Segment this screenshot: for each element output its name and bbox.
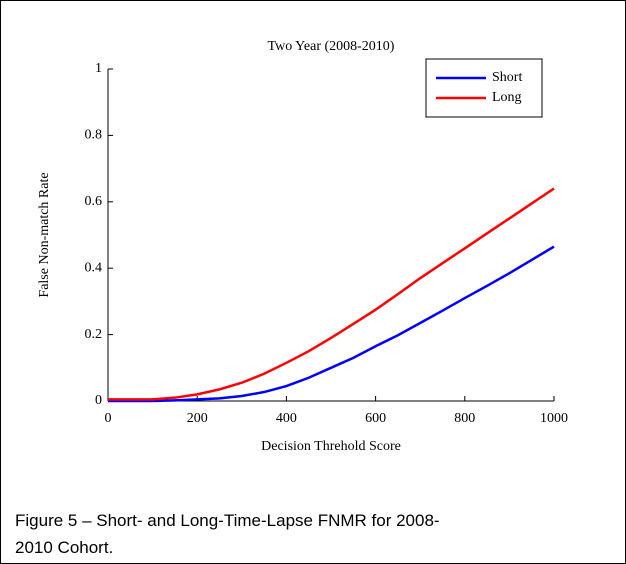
chart: Two Year (2008-2010) Decision Threhold S… (37, 39, 568, 454)
x-tick-label: 200 (187, 411, 208, 426)
chart-title: Two Year (2008-2010) (268, 39, 395, 54)
y-tick-label: 0.6 (85, 194, 103, 209)
legend-box (425, 58, 543, 118)
y-tick-label: 0.8 (85, 128, 103, 143)
line-series (108, 245, 555, 403)
y-axis-label: False Non-match Rate (37, 172, 52, 297)
x-axis-label: Decision Threhold Score (261, 439, 401, 454)
x-tick-label: 400 (276, 411, 297, 426)
x-tick-label: 0 (105, 411, 112, 426)
legend-label: Long (492, 90, 522, 105)
x-tick-label: 1000 (540, 411, 568, 426)
caption: Figure 5 – Short- and Long-Time-Lapse FN… (15, 511, 440, 557)
line-series (108, 187, 555, 401)
x-tick-label: 800 (454, 411, 475, 426)
legend-label: Short (492, 70, 522, 85)
y-tick-label: 1 (95, 61, 102, 76)
x-tick-label: 600 (365, 411, 386, 426)
y-tick-label: 0.4 (85, 260, 103, 275)
y-tick-label: 0.2 (85, 327, 103, 342)
y-tick-label: 0 (95, 393, 102, 408)
